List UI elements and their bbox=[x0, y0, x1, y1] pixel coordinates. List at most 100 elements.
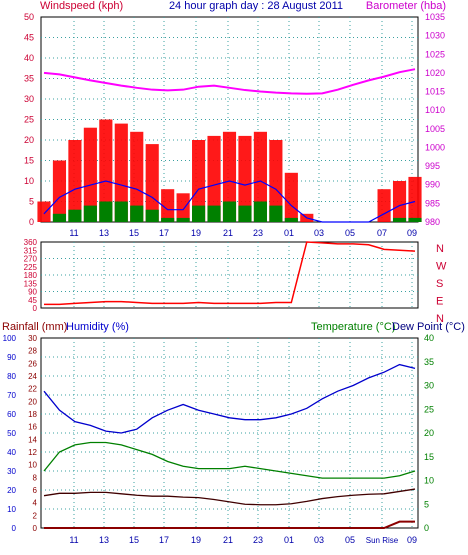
compass-label: N bbox=[436, 313, 444, 325]
barometer-ytick-label: 1010 bbox=[425, 105, 445, 115]
temp-ytick-label: 40 bbox=[424, 333, 434, 343]
wind-xtick-label: 03 bbox=[314, 228, 324, 238]
temp-ytick-label: 0 bbox=[424, 523, 429, 533]
direction-ytick-label: 180 bbox=[24, 271, 38, 280]
humidity-ytick-label: 50 bbox=[7, 429, 16, 438]
gust-bar bbox=[99, 119, 113, 222]
climate-xtick-label: 17 bbox=[159, 535, 169, 545]
barometer-ytick-label: 990 bbox=[425, 180, 440, 190]
climate-xtick-label: 03 bbox=[314, 535, 324, 545]
wind-xtick-label: 09 bbox=[407, 228, 417, 238]
gust-bar bbox=[269, 140, 283, 222]
wind-direction-line bbox=[44, 241, 416, 306]
gust-bar bbox=[253, 131, 267, 222]
wind-xtick-label: 19 bbox=[191, 228, 201, 238]
rain-ytick-label: 10 bbox=[28, 461, 37, 470]
barometer-ytick-label: 1020 bbox=[425, 68, 445, 78]
lull-bar bbox=[83, 205, 97, 222]
lull-bar bbox=[52, 213, 67, 222]
rain-ytick-label: 6 bbox=[33, 486, 38, 495]
rain-ytick-label: 22 bbox=[28, 385, 37, 394]
wind-xtick-label: 05 bbox=[345, 228, 355, 238]
humidity-ytick-label: 80 bbox=[7, 372, 16, 381]
climate-xtick-label: 23 bbox=[253, 535, 263, 545]
climate-xtick-label: 05 bbox=[345, 535, 355, 545]
humidity-line bbox=[43, 363, 416, 434]
temp-ytick-label: 25 bbox=[424, 404, 434, 414]
compass-label: N bbox=[436, 243, 444, 255]
wind-ytick-label: 10 bbox=[24, 176, 34, 186]
wind-xtick-label: 01 bbox=[284, 228, 294, 238]
dewpoint-label: Dew Point (°C) bbox=[392, 321, 465, 333]
temp-ytick-label: 10 bbox=[424, 476, 434, 486]
temperature-line bbox=[43, 441, 416, 479]
direction-ytick-label: 315 bbox=[24, 246, 38, 255]
average-wind-line bbox=[43, 180, 416, 223]
rain-ytick-label: 4 bbox=[33, 499, 38, 508]
wind-ytick-label: 5 bbox=[29, 197, 34, 207]
lull-bar bbox=[161, 217, 175, 222]
humidity-ytick-label: 0 bbox=[12, 524, 17, 533]
lull-bar bbox=[192, 205, 206, 222]
gust-bar bbox=[52, 160, 67, 222]
wind-ytick-label: 15 bbox=[24, 156, 34, 166]
dew-point-line bbox=[43, 488, 416, 506]
gust-bar bbox=[222, 131, 237, 222]
humidity-ytick-label: 90 bbox=[7, 353, 16, 362]
climate-xtick-label: 13 bbox=[99, 535, 109, 545]
gust-bar bbox=[207, 135, 221, 222]
gust-bar bbox=[176, 193, 190, 222]
lull-bar bbox=[253, 201, 267, 222]
gust-bar bbox=[161, 189, 175, 222]
gust-bar bbox=[114, 123, 128, 222]
climate-xtick-label: 15 bbox=[129, 535, 139, 545]
lull-bar bbox=[145, 209, 159, 222]
direction-ytick-label: 0 bbox=[33, 304, 38, 313]
lull-bar bbox=[68, 209, 82, 222]
rain-ytick-label: 8 bbox=[33, 473, 38, 482]
lull-bar bbox=[114, 201, 128, 222]
barometer-ytick-label: 1030 bbox=[425, 31, 445, 41]
climate-xtick-label: 19 bbox=[191, 535, 201, 545]
tick-labels: 0510152025303540455098098599099510001005… bbox=[3, 12, 447, 545]
wind-xtick-label: 15 bbox=[129, 228, 139, 238]
wind-xtick-label: 23 bbox=[253, 228, 263, 238]
temp-ytick-label: 20 bbox=[424, 428, 434, 438]
humidity-ytick-label: 20 bbox=[7, 486, 16, 495]
gust-bar bbox=[392, 181, 407, 222]
temp-ytick-label: 30 bbox=[424, 381, 434, 391]
humidity-label: Humidity (%) bbox=[66, 321, 129, 333]
wind-xtick-label: 13 bbox=[99, 228, 109, 238]
gust-bar bbox=[130, 131, 144, 222]
direction-ytick-label: 270 bbox=[24, 255, 38, 264]
lull-bar bbox=[207, 205, 221, 222]
barometer-ytick-label: 980 bbox=[425, 217, 440, 227]
gust-bar bbox=[68, 140, 82, 222]
compass-label: S bbox=[436, 278, 443, 290]
rain-ytick-label: 0 bbox=[33, 524, 38, 533]
direction-ytick-label: 90 bbox=[28, 288, 37, 297]
temperature-label: Temperature (°C) bbox=[311, 321, 395, 333]
barometer-line bbox=[43, 68, 416, 95]
barometer-ytick-label: 985 bbox=[425, 198, 440, 208]
barometer-ytick-label: 1000 bbox=[425, 142, 445, 152]
temp-ytick-label: 5 bbox=[424, 499, 429, 509]
chart-title: 24 hour graph day : 28 August 2011 bbox=[169, 0, 343, 12]
wind-ytick-label: 20 bbox=[24, 135, 34, 145]
lull-bar bbox=[99, 201, 113, 222]
rain-ytick-label: 18 bbox=[28, 410, 37, 419]
wind-ytick-label: 0 bbox=[29, 217, 34, 227]
compass-label: E bbox=[436, 296, 443, 308]
climate-xtick-label: 09 bbox=[407, 535, 417, 545]
lull-bar bbox=[408, 217, 422, 222]
humidity-ytick-label: 60 bbox=[7, 410, 16, 419]
gust-bar bbox=[284, 172, 298, 222]
lull-bar bbox=[222, 201, 237, 222]
wind-ytick-label: 40 bbox=[24, 53, 34, 63]
wind-ytick-label: 45 bbox=[24, 33, 34, 43]
wind-xtick-label: 11 bbox=[69, 228, 78, 238]
barometer-label: Barometer (hba) bbox=[366, 0, 446, 12]
lull-bar bbox=[392, 217, 407, 222]
wind-ytick-label: 30 bbox=[24, 94, 34, 104]
